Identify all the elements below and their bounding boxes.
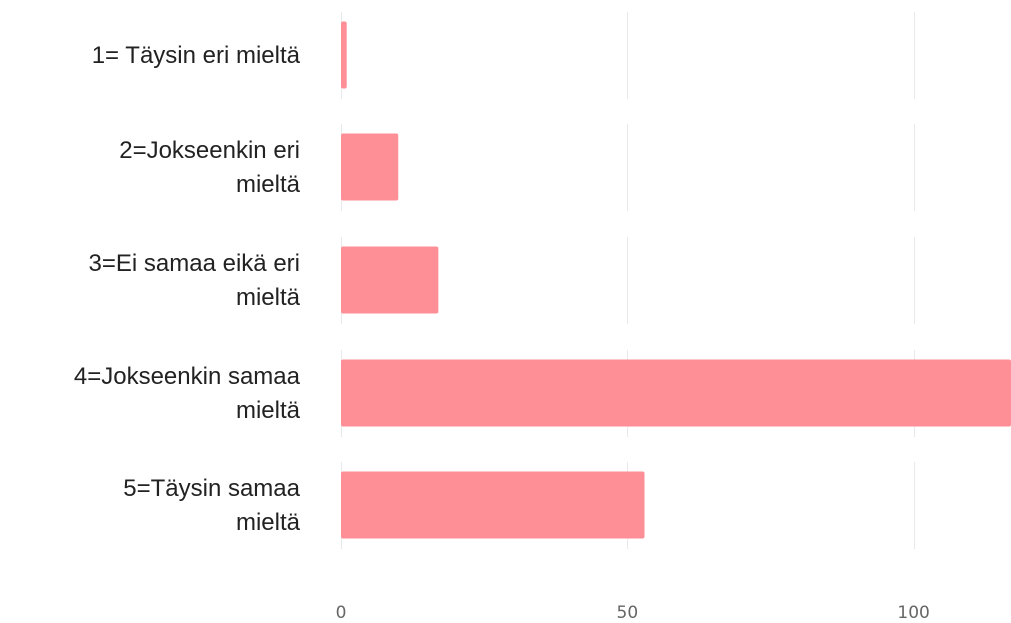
x-axis-ticks: 0 50 100 [336,603,930,623]
category-label: 3=Ei samaa eikä eri mieltä [89,250,301,311]
bar [341,21,347,89]
x-tick-label: 50 [617,603,639,623]
category-label: 1= Täysin eri mieltä [92,42,301,69]
category-labels: 1= Täysin eri mieltä 2=Jokseenkin eri miel… [74,42,301,536]
x-tick-label: 0 [336,603,347,623]
category-label-line: 2=Jokseenkin eri [119,137,300,164]
bar [341,133,399,201]
category-label-line: mieltä [236,284,301,311]
category-label-line: mieltä [236,509,301,536]
bar [341,246,439,314]
category-label-line: mieltä [236,171,301,198]
category-label-line: mieltä [236,397,301,424]
category-label-line: 4=Jokseenkin samaa [74,363,301,390]
bars-layer [341,21,1011,539]
category-label: 4=Jokseenkin samaa mieltä [74,363,301,424]
category-label: 2=Jokseenkin eri mieltä [119,137,300,198]
bar [341,359,1011,427]
category-label-line: 3=Ei samaa eikä eri [89,250,300,277]
x-tick-label: 100 [897,603,929,623]
category-label: 5=Täysin samaa mieltä [123,475,300,536]
category-label-line: 5=Täysin samaa [123,475,300,502]
category-label-line: 1= Täysin eri mieltä [92,42,301,69]
bar [341,471,645,539]
